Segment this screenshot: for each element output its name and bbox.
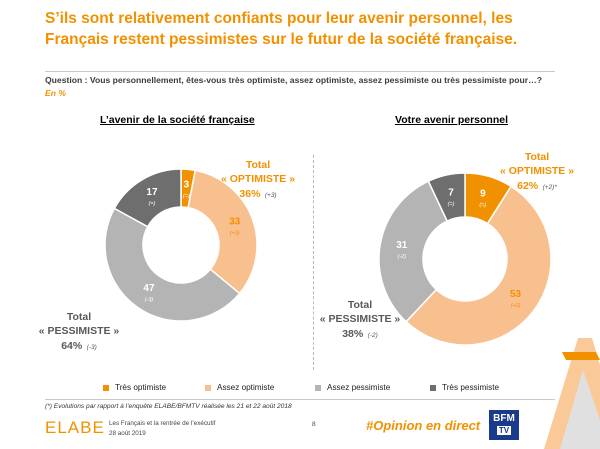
slice-assez-optimiste xyxy=(187,169,258,295)
page-title: S’ils sont relativement confiants pour l… xyxy=(45,10,518,48)
legend-swatch xyxy=(103,384,109,391)
survey-question: Question : Vous personnellement, êtes-vo… xyxy=(45,75,542,85)
slice-value-label: 3 xyxy=(184,179,190,190)
total-value: 38% xyxy=(342,328,364,340)
slice-tres-pessimiste xyxy=(427,172,466,222)
slice-change-label: (+2) xyxy=(511,303,521,309)
total-pessimiste-personal: Total « PESSIMISTE » 38% (-2) xyxy=(318,298,402,343)
doc-title: Les Français et la rentrée de l’exécutif xyxy=(109,420,216,427)
slice-change-label: (=) xyxy=(479,203,486,209)
total-label: Total xyxy=(66,311,92,323)
elabe-logo: ELABE xyxy=(45,418,105,437)
total-value: 36% xyxy=(239,188,261,200)
tv-text: TV xyxy=(496,426,512,435)
donut-personal: 9 (=) 53 (+2) 31 (-2) 7 (=) xyxy=(378,172,552,346)
legend-swatch xyxy=(315,384,321,391)
slice-change-label: (=) xyxy=(448,202,455,208)
total-pessimiste-society: Total « PESSIMISTE » 64% (-3) xyxy=(37,310,121,355)
chart-title-society: L’avenir de la société française xyxy=(100,114,255,126)
slice-tres-pessimiste xyxy=(113,168,182,228)
total-value: 62% xyxy=(517,180,539,192)
total-label: Total xyxy=(524,151,550,163)
legend-label: Assez optimiste xyxy=(217,383,275,392)
chart-title-personal: Votre avenir personnel xyxy=(395,114,509,126)
legend-item: Assez pessimiste xyxy=(315,383,390,392)
total-change: (+2)* xyxy=(542,184,557,191)
legend-label: Très pessimiste xyxy=(442,383,500,392)
chart-separator xyxy=(313,155,314,370)
hashtag: #Opinion en direct xyxy=(366,418,481,433)
total-change: (-3) xyxy=(86,344,97,351)
slice-value-label: 47 xyxy=(143,283,155,294)
footer-doc-info: Les Français et la rentrée de l’exécutif… xyxy=(109,419,215,439)
total-change: (-2) xyxy=(367,332,378,339)
total-name: « PESSIMISTE » xyxy=(38,325,120,337)
total-optimiste-personal: Total « OPTIMISTE » 62% (+2)* xyxy=(498,150,576,195)
donut-society: 3 (=) 33 (+3) 47 (-3) 17 (=) xyxy=(104,168,258,322)
slice-value-label: 7 xyxy=(448,188,454,199)
slice-change-label: (=) xyxy=(149,201,156,207)
legend-swatch xyxy=(205,384,211,391)
slice-assez-pessimiste xyxy=(378,180,449,323)
legend-item: Très pessimiste xyxy=(430,383,499,392)
slice-assez-optimiste xyxy=(405,185,552,346)
slice-value-label: 17 xyxy=(146,187,158,198)
legend-item: Assez optimiste xyxy=(205,383,274,392)
total-label: Total xyxy=(245,159,271,171)
slice-assez-pessimiste xyxy=(104,207,241,322)
unit-label: En % xyxy=(45,88,67,98)
total-name: « PESSIMISTE » xyxy=(319,313,401,325)
slice-value-label: 9 xyxy=(480,189,486,200)
legend-label: Assez pessimiste xyxy=(327,383,391,392)
total-value: 64% xyxy=(61,340,83,352)
slice-value-label: 53 xyxy=(510,289,522,300)
total-label: Total xyxy=(347,299,373,311)
slice-value-label: 31 xyxy=(396,240,408,251)
bfm-text: BFM xyxy=(493,413,515,424)
bfmtv-logo: BFM TV xyxy=(489,410,519,440)
page-number: 8 xyxy=(312,421,316,428)
legend-swatch xyxy=(430,384,436,391)
legend-item: Très optimiste xyxy=(103,383,166,392)
footnote: (*) Evolutions par rapport à l’enquête E… xyxy=(45,403,292,410)
slice-change-label: (=) xyxy=(183,193,190,199)
total-name: « OPTIMISTE » xyxy=(220,173,296,185)
slice-value-label: 33 xyxy=(229,217,241,228)
header-divider xyxy=(45,71,555,72)
total-name: « OPTIMISTE » xyxy=(499,165,575,177)
legend-label: Très optimiste xyxy=(115,383,167,392)
slice-change-label: (-3) xyxy=(145,297,154,303)
total-change: (+3) xyxy=(264,192,277,199)
slice-change-label: (+3) xyxy=(230,231,240,237)
slice-change-label: (-2) xyxy=(398,254,407,260)
doc-date: 28 août 2019 xyxy=(109,430,146,437)
footer-divider xyxy=(45,399,555,400)
total-optimiste-society: Total « OPTIMISTE » 36% (+3) xyxy=(218,158,298,203)
